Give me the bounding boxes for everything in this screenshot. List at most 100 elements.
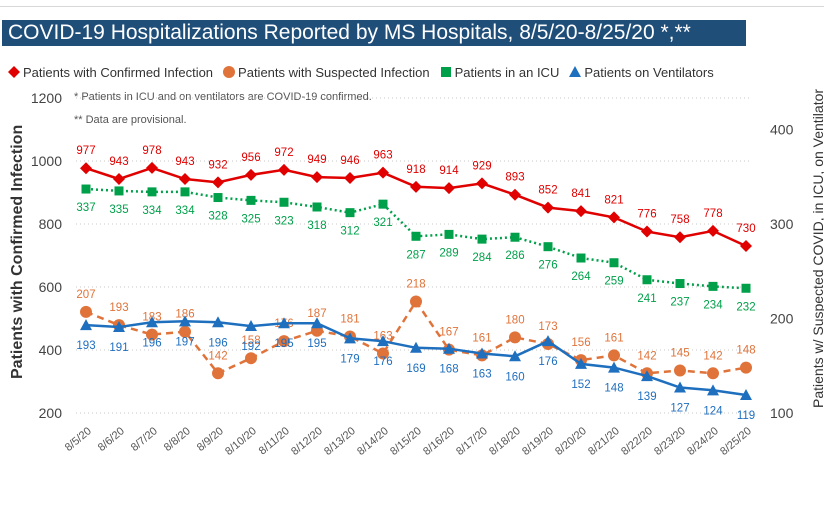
data-point bbox=[278, 335, 290, 348]
data-point bbox=[312, 202, 322, 212]
data-point bbox=[246, 195, 256, 205]
data-label: 148 bbox=[604, 383, 623, 395]
data-point bbox=[509, 188, 521, 201]
x-tick-label: 8/9/20 bbox=[195, 425, 226, 454]
data-point bbox=[279, 197, 289, 207]
data-label: 180 bbox=[505, 314, 524, 326]
data-point bbox=[741, 283, 751, 293]
data-point bbox=[542, 335, 554, 347]
legend-item-ventilators: Patients on Ventilators bbox=[569, 65, 714, 80]
data-label: 176 bbox=[538, 356, 557, 368]
data-label: 119 bbox=[737, 410, 755, 422]
data-label: 287 bbox=[406, 249, 425, 261]
legend-item-confirmed: Patients with Confirmed Infection bbox=[8, 65, 213, 80]
data-label: 191 bbox=[109, 342, 128, 354]
data-point bbox=[575, 205, 587, 218]
data-label: 776 bbox=[637, 209, 656, 221]
data-point bbox=[740, 240, 752, 253]
data-label: 161 bbox=[472, 332, 491, 344]
data-point bbox=[675, 279, 685, 289]
data-point bbox=[378, 199, 388, 209]
legend-label-icu: Patients in an ICU bbox=[454, 64, 560, 80]
data-point bbox=[608, 349, 620, 362]
data-point bbox=[311, 317, 323, 329]
data-label: 963 bbox=[373, 150, 392, 162]
data-label: 195 bbox=[307, 338, 326, 350]
data-point bbox=[377, 347, 389, 360]
x-tick-label: 8/7/20 bbox=[129, 425, 160, 454]
data-label: 195 bbox=[274, 338, 293, 350]
data-point bbox=[245, 320, 257, 332]
data-label: 173 bbox=[538, 321, 557, 333]
chart-title: COVID-19 Hospitalizations Reported by MS… bbox=[2, 20, 746, 46]
data-point bbox=[179, 315, 191, 327]
x-tick-label: 8/5/20 bbox=[63, 425, 94, 454]
data-point bbox=[674, 364, 686, 377]
top-divider bbox=[0, 6, 824, 7]
y-tick-label-left: 800 bbox=[39, 216, 63, 232]
data-point bbox=[278, 317, 290, 329]
data-label: 196 bbox=[142, 337, 161, 349]
data-label: 176 bbox=[373, 356, 392, 368]
data-point bbox=[674, 381, 686, 393]
y-tick-label-left: 400 bbox=[39, 342, 63, 358]
data-label: 142 bbox=[703, 350, 722, 362]
data-label: 241 bbox=[637, 293, 656, 305]
data-point bbox=[410, 180, 422, 193]
legend-label-suspected: Patients with Suspected Infection bbox=[238, 64, 430, 80]
data-label: 161 bbox=[604, 332, 623, 344]
y-tick-label-right: 300 bbox=[770, 216, 794, 232]
data-point bbox=[443, 342, 455, 354]
data-point bbox=[377, 335, 389, 347]
x-tick-label: 8/18/20 bbox=[487, 425, 523, 458]
data-point bbox=[641, 225, 653, 238]
y-tick-label-left: 600 bbox=[39, 279, 63, 295]
data-point bbox=[113, 172, 125, 185]
data-label: 179 bbox=[340, 353, 359, 365]
data-label: 158 bbox=[241, 335, 260, 347]
y-tick-label-left: 1200 bbox=[31, 90, 62, 106]
data-point bbox=[114, 186, 124, 196]
data-label: 145 bbox=[670, 347, 689, 359]
y-tick-label-right: 200 bbox=[770, 310, 794, 326]
data-point bbox=[146, 316, 158, 328]
data-point bbox=[245, 352, 257, 365]
data-point bbox=[707, 384, 719, 396]
data-label: 972 bbox=[274, 147, 293, 159]
x-tick-label: 8/11/20 bbox=[257, 425, 292, 457]
data-label: 978 bbox=[142, 145, 161, 157]
data-label: 181 bbox=[340, 313, 359, 325]
data-point bbox=[311, 171, 323, 184]
data-label: 139 bbox=[637, 391, 656, 403]
legend-label-confirmed: Patients with Confirmed Infection bbox=[23, 64, 214, 80]
x-tick-label: 8/6/20 bbox=[96, 425, 127, 454]
data-label: 841 bbox=[571, 188, 590, 200]
square-marker-icon bbox=[440, 67, 451, 77]
data-label: 197 bbox=[175, 336, 194, 348]
data-label: 286 bbox=[505, 250, 524, 262]
x-tick-label: 8/22/20 bbox=[619, 425, 655, 458]
data-label: 142 bbox=[208, 350, 227, 362]
data-point bbox=[80, 305, 92, 318]
data-point bbox=[609, 258, 619, 268]
data-label: 337 bbox=[76, 202, 95, 214]
x-tick-label: 8/20/20 bbox=[553, 425, 589, 458]
data-label: 325 bbox=[241, 213, 260, 225]
data-point bbox=[278, 163, 290, 176]
data-point bbox=[377, 166, 389, 179]
data-label: 893 bbox=[505, 172, 524, 184]
x-tick-label: 8/19/20 bbox=[520, 425, 556, 458]
y-tick-label-left: 200 bbox=[39, 405, 63, 421]
data-point bbox=[410, 341, 422, 353]
data-label: 160 bbox=[505, 371, 524, 383]
x-tick-label: 8/23/20 bbox=[652, 425, 688, 458]
data-point bbox=[147, 187, 157, 197]
data-label: 142 bbox=[637, 350, 656, 362]
data-point bbox=[608, 211, 620, 224]
data-point bbox=[146, 161, 158, 174]
data-label: 335 bbox=[109, 204, 128, 216]
data-point bbox=[477, 234, 487, 244]
diamond-marker-icon bbox=[8, 66, 20, 78]
data-point bbox=[707, 224, 719, 237]
